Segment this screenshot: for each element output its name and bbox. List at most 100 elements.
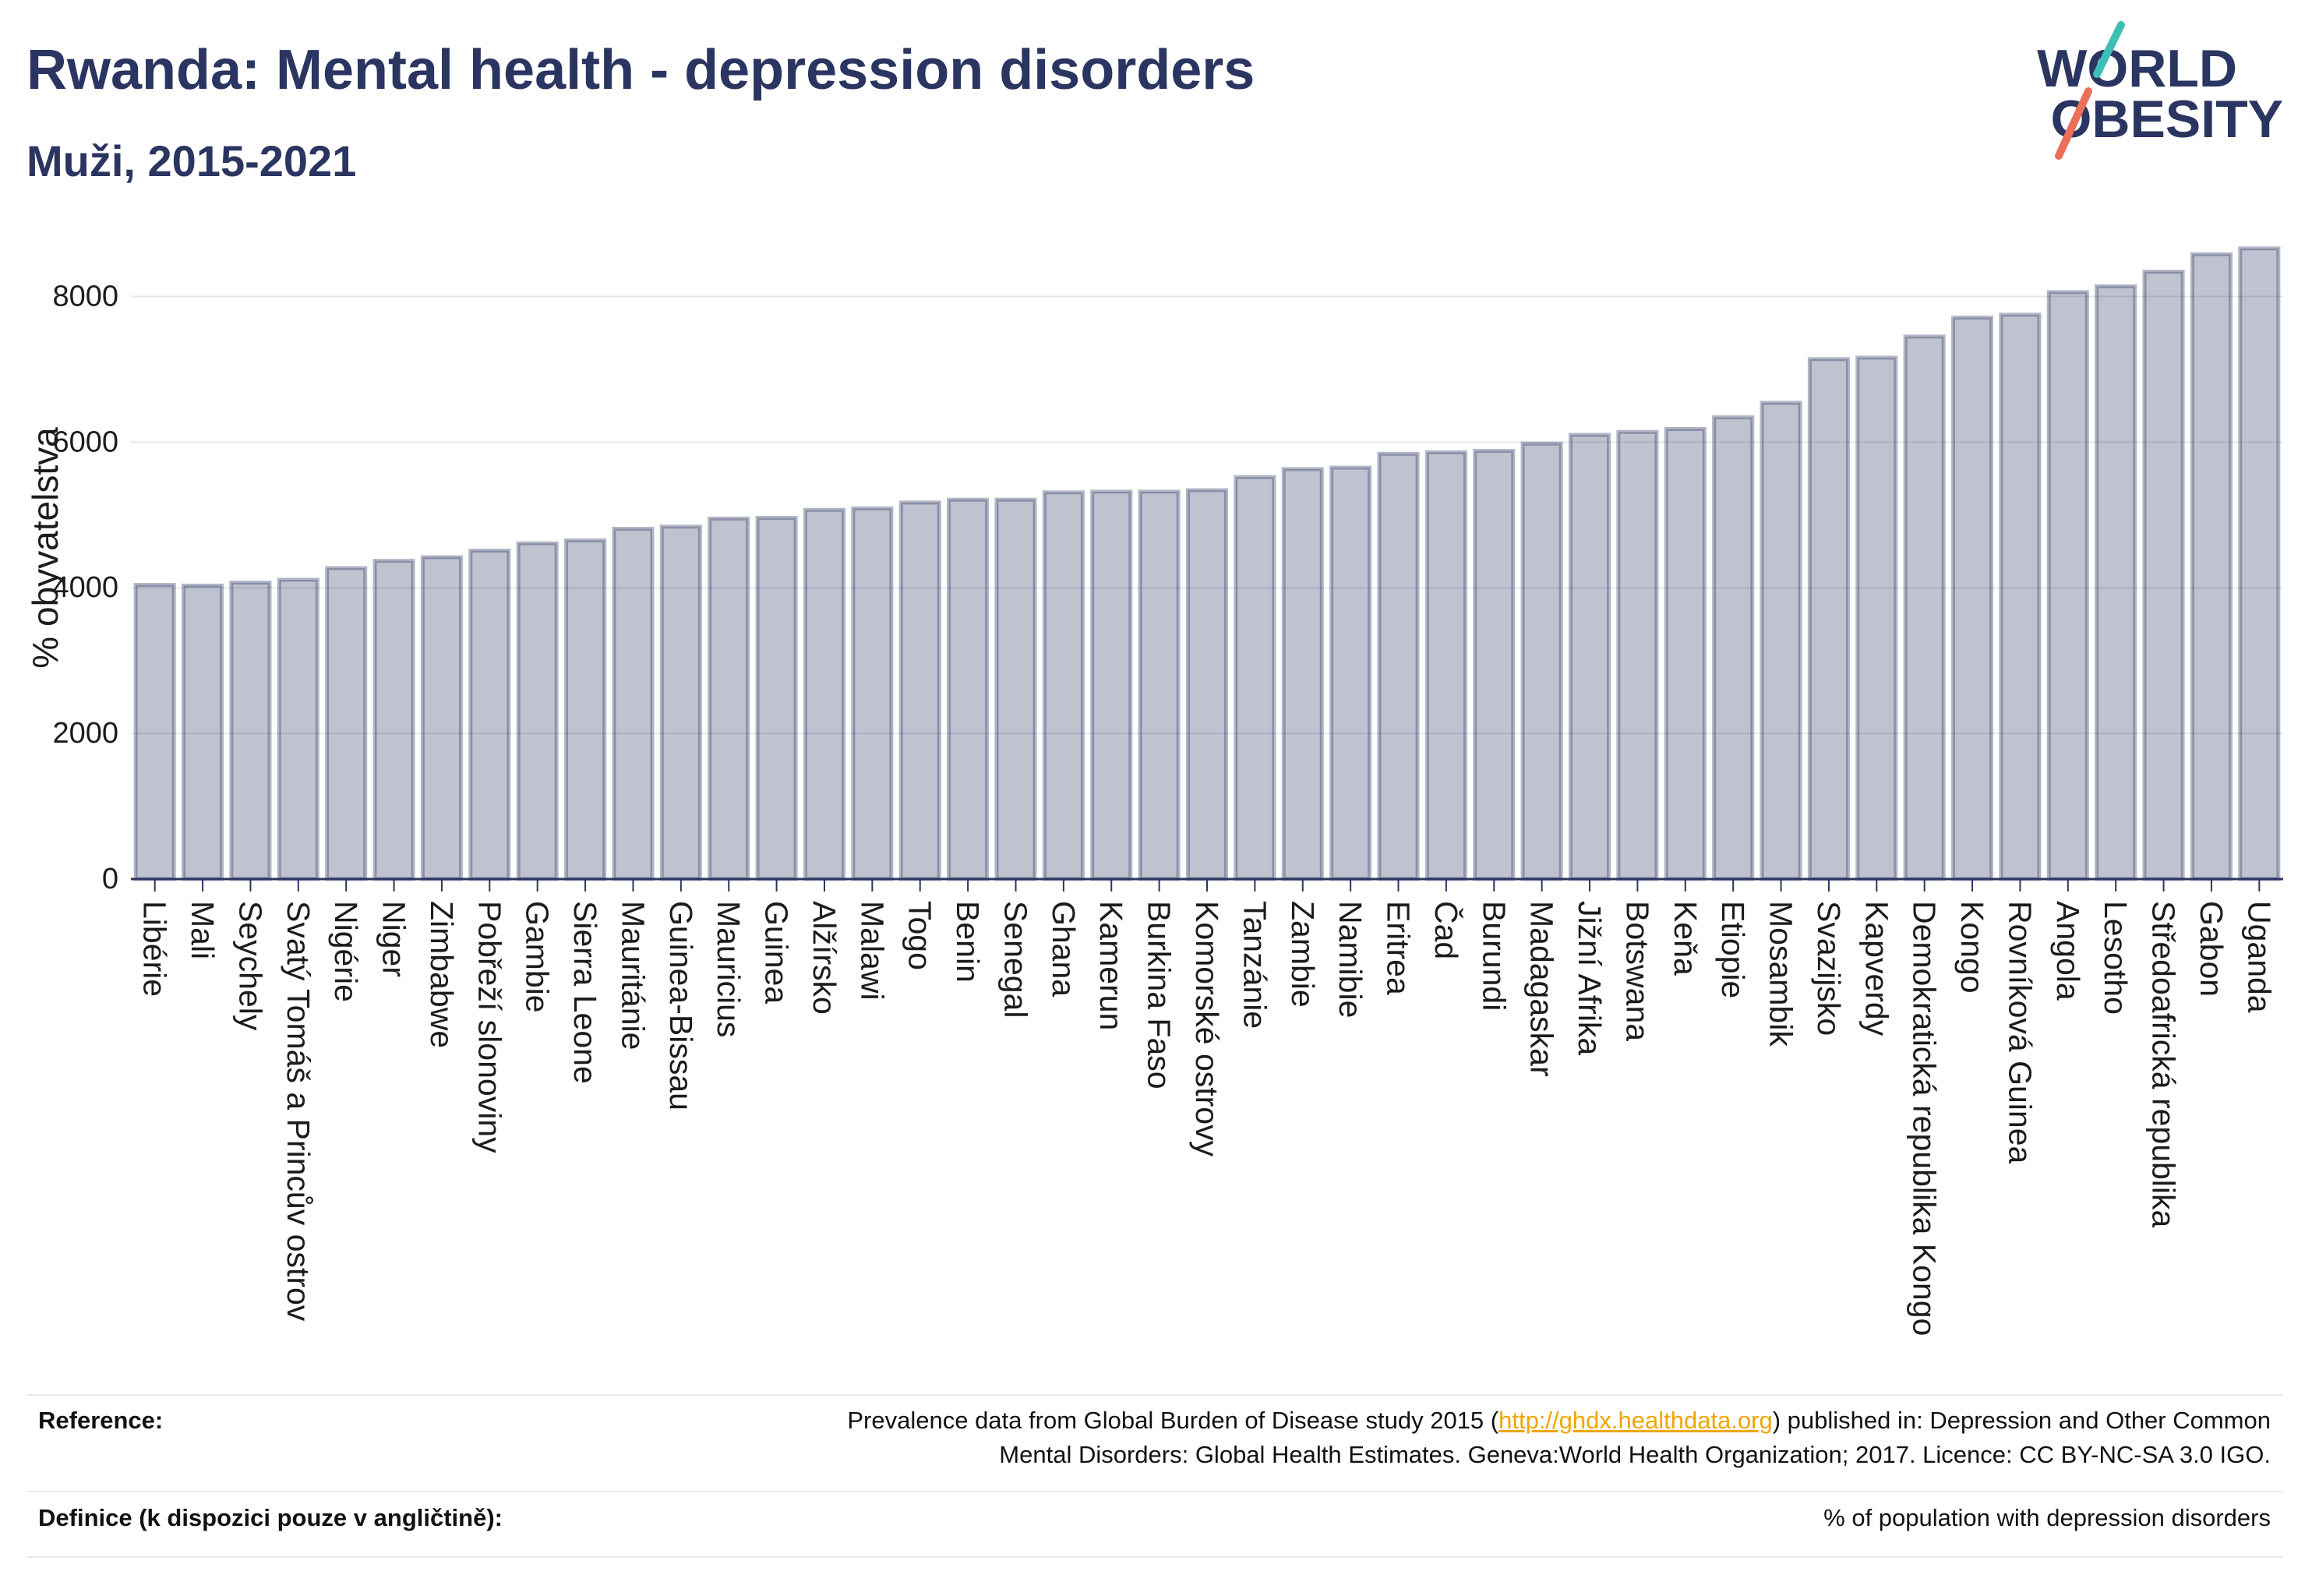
x-tick-label-zambie: Zambie: [1285, 901, 1321, 1008]
logo-word-obesity: OBESITY: [2051, 90, 2284, 149]
bar-benin: [947, 497, 990, 881]
bar-kongo: [1950, 316, 1994, 881]
bar-burundi: [1473, 449, 1516, 881]
bar-mauritanie: [612, 527, 655, 881]
bars: [133, 246, 2281, 881]
bar-gambie: [516, 541, 559, 881]
x-tick-label-mauricius: Mauricius: [711, 901, 747, 1037]
bar-cad: [1424, 450, 1467, 881]
y-tick-label-8000: 8000: [52, 280, 118, 312]
bar-etiopie: [1712, 415, 1755, 881]
bar-eritrea: [1377, 451, 1420, 881]
y-tick-label-4000: 4000: [52, 571, 118, 604]
logo-word-world: WORLD: [2037, 39, 2237, 98]
x-tick-label-stredoafricka-republika: Středoafrická republika: [2146, 901, 2182, 1228]
bar-nigerie: [325, 566, 368, 881]
bar-mauricius: [708, 516, 750, 881]
x-tick-label-mosambik: Mosambik: [1763, 901, 1799, 1047]
x-tick-label-liberie: Libérie: [137, 901, 173, 997]
reference-line-1: Prevalence data from Global Burden of Di…: [847, 1404, 2271, 1438]
bar-angola: [2046, 290, 2089, 881]
x-tick-label-uganda: Uganda: [2241, 901, 2277, 1013]
x-tick-label-madagaskar: Madagaskar: [1524, 901, 1560, 1077]
bar-komorske-ostrovy: [1185, 488, 1229, 881]
x-tick-label-kena: Keňa: [1668, 901, 1703, 976]
bar-mosambik: [1760, 401, 1802, 881]
x-tick-label-etiopie: Etiopie: [1715, 901, 1751, 998]
gridlines: [131, 295, 2283, 735]
bar-zambie: [1281, 467, 1324, 881]
bar-sierra-leone: [564, 538, 607, 881]
x-tick-label-zimbabwe: Zimbabwe: [424, 901, 460, 1048]
x-tick-label-togo: Togo: [902, 901, 938, 970]
x-tick-label-nigerie: Nigérie: [328, 901, 364, 1002]
x-tick-label-komorske-ostrovy: Komorské ostrovy: [1189, 901, 1225, 1157]
reference-line-2: Mental Disorders: Global Health Estimate…: [999, 1441, 2271, 1468]
bar-seychely: [229, 581, 272, 881]
x-tick-label-svaty-tomas-a-princuv-ostrov: Svatý Tomáš a Princův ostrov: [281, 901, 316, 1322]
x-tick-label-guinea-bissau: Guinea-Bissau: [663, 901, 699, 1110]
bar-madagaskar: [1520, 441, 1563, 881]
bar-chart: 0 2000 4000 6000 8000 Libérie Mali Seychely Sva…: [25, 246, 2283, 1336]
y-axis-title: % obyvatelstva: [25, 427, 65, 669]
bar-alzirsko: [803, 507, 846, 881]
axes: 0 2000 4000 6000 8000: [52, 280, 2283, 895]
bar-tanzanie: [1234, 475, 1276, 881]
x-tick-label-svazijsko: Svazijsko: [1811, 901, 1847, 1036]
x-tick-label-sierra-leone: Sierra Leone: [567, 901, 603, 1084]
bar-senegal: [994, 497, 1037, 881]
bar-namibie: [1329, 465, 1372, 881]
x-tick-label-niger: Niger: [376, 901, 412, 977]
reference-text-after: ) published in: Depression and Other Com…: [1772, 1407, 2271, 1434]
y-tick-label-6000: 6000: [52, 425, 118, 458]
x-tick-label-guinea: Guinea: [759, 901, 795, 1004]
x-tick-label-kapverdy: Kapverdy: [1858, 901, 1894, 1036]
bar-uganda: [2238, 246, 2281, 881]
reference-text-before: Prevalence data from Global Burden of Di…: [847, 1407, 1499, 1434]
y-tick-label-0: 0: [102, 863, 118, 895]
bar-guinea-bissau: [659, 524, 702, 881]
bar-mali: [182, 583, 224, 881]
bar-togo: [898, 500, 941, 881]
bar-svazijsko: [1807, 357, 1850, 881]
x-tick-label-ghana: Ghana: [1046, 901, 1082, 997]
x-tick-label-cad: Čad: [1428, 901, 1464, 959]
bar-botswana: [1616, 429, 1659, 881]
reference-link[interactable]: http://ghdx.healthdata.org: [1498, 1407, 1773, 1434]
x-tick-label-demokraticka-republika-kongo: Demokratická republika Kongo: [1907, 901, 1943, 1336]
bar-ghana: [1042, 490, 1085, 881]
footer-divider-middle: [26, 1491, 2283, 1492]
bar-lesotho: [2095, 284, 2137, 881]
x-tick-label-angola: Angola: [2050, 901, 2086, 1001]
x-tick-label-lesotho: Lesotho: [2098, 901, 2134, 1015]
x-tick-label-kongo: Kongo: [1954, 901, 1990, 994]
logo-slash-teal: [2093, 21, 2125, 78]
x-tick-labels: Libérie Mali Seychely Svatý Tomáš a Princův…: [137, 901, 2278, 1336]
bar-rovnikova-guinea: [1999, 312, 2042, 881]
y-tick-label-2000: 2000: [52, 717, 118, 750]
bar-demokraticka-republika-kongo: [1903, 334, 1946, 881]
x-tick-label-burundi: Burundi: [1476, 901, 1512, 1011]
x-tick-label-kamerun: Kamerun: [1093, 901, 1129, 1030]
x-tick-label-gabon: Gabon: [2194, 901, 2229, 997]
bar-liberie: [133, 582, 176, 881]
footer-divider-bottom: [26, 1556, 2283, 1558]
x-tick-label-pobrezi-slonoviny: Pobřeží slonoviny: [471, 901, 507, 1153]
x-tick-label-malawi: Malawi: [854, 901, 890, 1001]
bar-guinea: [755, 516, 798, 881]
bar-jizni-afrika: [1568, 433, 1611, 881]
definition-text: % of population with depression disorder…: [1823, 1504, 2271, 1531]
x-tick-label-burkina-faso: Burkina Faso: [1142, 901, 1177, 1089]
reference-label: Reference:: [38, 1407, 164, 1434]
footer-divider-top: [26, 1394, 2283, 1396]
page-title: Rwanda: Mental health - depression disor…: [26, 39, 1255, 101]
bar-kamerun: [1090, 489, 1133, 881]
x-tick-label-gambie: Gambie: [520, 901, 556, 1013]
x-tick-label-mauritanie: Mauritánie: [615, 901, 651, 1050]
bar-zimbabwe: [420, 555, 464, 881]
x-tick-label-benin: Benin: [950, 901, 986, 983]
x-tick-label-seychely: Seychely: [232, 901, 268, 1031]
x-tick-label-senegal: Senegal: [997, 901, 1033, 1018]
x-tick-label-rovnikova-guinea: Rovníková Guinea: [2002, 901, 2038, 1164]
